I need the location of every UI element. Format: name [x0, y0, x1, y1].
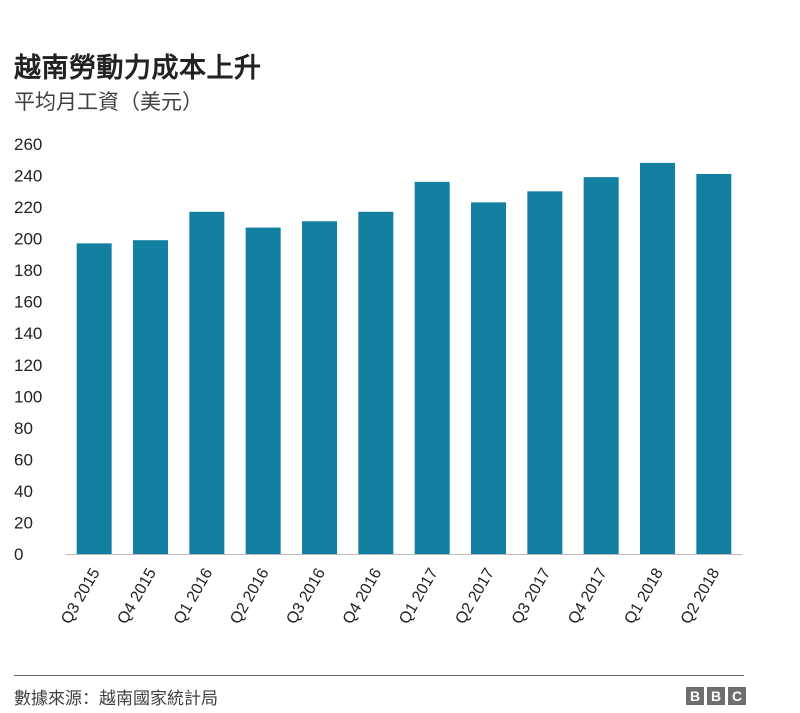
- bar: [414, 181, 450, 554]
- y-tick-label: 180: [14, 261, 42, 280]
- x-tick-label: Q2 2017: [453, 565, 498, 627]
- logo-letter: B: [707, 687, 725, 705]
- footer-divider: [14, 675, 744, 676]
- bar: [527, 191, 563, 555]
- y-tick-label: 40: [14, 482, 33, 501]
- y-tick-label: 80: [14, 419, 33, 438]
- chart-subtitle: 平均月工資（美元）: [14, 90, 203, 114]
- bar: [696, 173, 732, 554]
- y-tick-label: 240: [14, 167, 42, 186]
- y-tick-label: 160: [14, 293, 42, 312]
- y-tick-label: 140: [14, 324, 42, 343]
- x-tick-label: Q4 2016: [340, 565, 385, 627]
- logo-letter: B: [686, 687, 704, 705]
- x-tick-label: Q4 2015: [115, 565, 160, 627]
- y-tick-label: 200: [14, 230, 42, 249]
- bar: [471, 202, 506, 554]
- y-tick-label: 60: [14, 450, 33, 469]
- x-tick-label: Q3 2017: [509, 565, 554, 627]
- y-tick-label: 220: [14, 198, 42, 217]
- source-note: 數據來源：越南國家統計局: [14, 689, 218, 709]
- x-tick-label: Q1 2017: [396, 565, 441, 627]
- bar: [133, 240, 168, 554]
- x-tick-label: Q4 2017: [565, 565, 610, 627]
- y-axis: 0 20 40 60 80 100 120 140 160 180 200 220 240 260: [14, 135, 42, 564]
- y-tick-label: 120: [14, 356, 42, 375]
- bar: [583, 177, 619, 554]
- y-tick-label: 20: [14, 513, 33, 532]
- x-axis: Q3 2015 Q4 2015 Q1 2016 Q2 2016 Q3 2016 Q4 20…: [58, 565, 723, 627]
- x-tick-label: Q2 2016: [227, 565, 272, 627]
- bar: [640, 162, 675, 554]
- y-tick-label: 0: [14, 545, 23, 564]
- x-tick-label: Q3 2015: [58, 565, 103, 627]
- x-tick-label: Q1 2018: [622, 565, 667, 627]
- x-tick-label: Q2 2018: [678, 565, 723, 627]
- bar: [358, 211, 394, 555]
- y-tick-label: 260: [14, 135, 42, 154]
- x-tick-label: Q3 2016: [284, 565, 329, 627]
- logo-letter: C: [728, 687, 746, 705]
- y-tick-label: 100: [14, 387, 42, 406]
- bar: [76, 243, 112, 554]
- bbc-logo: B B C: [686, 687, 746, 705]
- bar-series: [76, 162, 732, 555]
- x-tick-label: Q1 2016: [171, 565, 216, 627]
- chart-title: 越南勞動力成本上升: [14, 53, 262, 84]
- bar: [245, 227, 281, 555]
- bar: [189, 211, 225, 555]
- bar: [302, 221, 337, 554]
